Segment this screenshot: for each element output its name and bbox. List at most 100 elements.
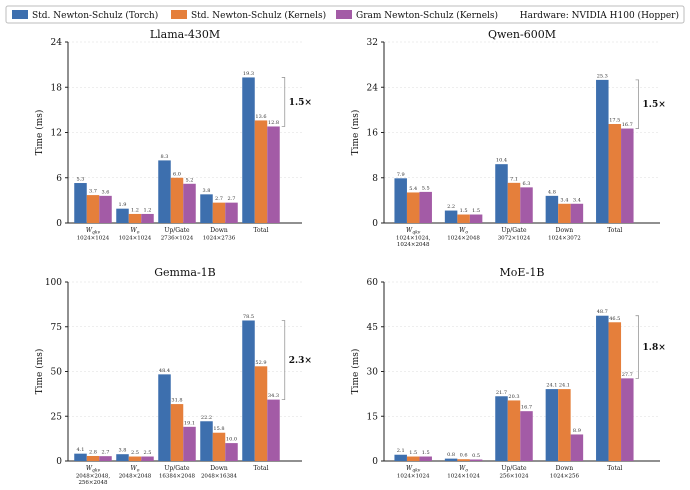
- x-category-label: Total: [607, 227, 622, 234]
- legend-label-gram-kernels: Gram Newton-Schulz (Kernels): [356, 10, 498, 21]
- x-category-label: Total: [253, 465, 268, 472]
- bar-total-series-1: [254, 366, 268, 461]
- y-tick-label: 75: [51, 323, 63, 333]
- bar-value-label: 5.3: [77, 177, 85, 183]
- bar-value-label: 13.6: [255, 114, 266, 120]
- x-category-size: 1024×2048: [397, 242, 430, 248]
- bar-value-label: 1.5: [409, 450, 417, 456]
- bar-down-series-0: [545, 389, 559, 461]
- speedup-bracket: [281, 77, 286, 127]
- bar-total-series-1: [254, 120, 268, 223]
- y-tick-label: 45: [367, 323, 379, 333]
- bar-total-series-2: [621, 128, 634, 223]
- x-category-size: 2048×2048: [119, 474, 152, 480]
- legend-swatch-gram-kernels: [336, 10, 352, 19]
- bar-up-gate-series-0: [158, 160, 171, 223]
- x-category-size: 1024×2736: [203, 236, 236, 242]
- x-category-label: Down: [210, 465, 228, 472]
- bar-value-label: 21.7: [496, 390, 507, 396]
- y-tick-label: 50: [51, 368, 63, 378]
- bar-total-series-0: [242, 77, 255, 223]
- bar-value-label: 6.3: [523, 181, 531, 187]
- bar-w-o-series-0: [116, 454, 129, 461]
- bar-value-label: 1.5: [422, 450, 430, 456]
- bar-value-label: 4.1: [77, 447, 85, 453]
- bar-w-qkv-series-2: [99, 456, 112, 461]
- bar-w-o-series-2: [469, 214, 483, 223]
- bar-value-label: 34.3: [268, 393, 279, 399]
- charts-area: Llama-430M 0 6 12 18 24 Time (ms) 5.3 3.7 3.6 Wqkv…: [34, 28, 666, 486]
- bar-down-series-0: [200, 194, 213, 223]
- x-category-label: Wo: [459, 465, 468, 474]
- bar-value-label: 0.5: [472, 453, 480, 459]
- bar-value-label: 48.4: [159, 368, 170, 374]
- x-category-size: 1024×1024: [447, 474, 480, 480]
- bar-w-qkv-series-1: [406, 192, 420, 223]
- bar-down-series-0: [545, 195, 559, 223]
- x-category-label: Wo: [131, 227, 140, 236]
- y-tick-label: 8: [372, 174, 378, 184]
- bar-value-label: 52.9: [255, 360, 266, 366]
- bar-value-label: 5.5: [422, 185, 430, 191]
- bar-value-label: 5.2: [186, 177, 194, 183]
- legend-label-torch: Std. Newton-Schulz (Torch): [32, 10, 158, 21]
- x-category-size: 2736×1024: [161, 236, 194, 242]
- speedup-bracket: [281, 320, 286, 401]
- x-category-label: Total: [253, 227, 268, 234]
- bar-value-label: 10.0: [226, 437, 237, 443]
- y-tick-label: 24: [367, 83, 379, 93]
- bar-total-series-2: [267, 126, 280, 223]
- y-tick-label: 24: [51, 38, 63, 48]
- chart-title: Qwen-600M: [488, 28, 556, 41]
- bar-total-series-0: [596, 315, 609, 461]
- x-category-size: 1024×3072: [548, 236, 581, 242]
- legend-swatch-torch: [12, 10, 28, 19]
- x-category-size: 2048×2048,: [76, 474, 111, 480]
- x-category-label: Up/Gate: [164, 227, 190, 234]
- bar-value-label: 3.8: [203, 188, 211, 194]
- bar-value-label: 10.4: [496, 158, 507, 164]
- bar-w-o-series-0: [116, 208, 129, 223]
- bar-w-o-series-1: [128, 213, 142, 223]
- bar-value-label: 0.8: [447, 452, 455, 458]
- bar-up-gate-series-1: [507, 182, 521, 223]
- bar-up-gate-series-2: [183, 183, 196, 223]
- bar-value-label: 2.1: [397, 448, 405, 454]
- chart-title: Gemma-1B: [154, 266, 216, 279]
- bar-value-label: 12.8: [268, 120, 279, 126]
- bar-total-series-1: [608, 322, 622, 461]
- x-category-label: Wqkv: [406, 465, 421, 474]
- x-category-label: Up/Gate: [164, 465, 190, 472]
- bar-w-qkv-series-0: [74, 453, 87, 461]
- legend: Std. Newton-Schulz (Torch) Std. Newton-S…: [5, 5, 685, 24]
- bar-total-series-0: [242, 320, 255, 461]
- bar-down-series-1: [558, 389, 571, 461]
- y-tick-label: 0: [56, 219, 62, 229]
- bar-value-label: 20.3: [508, 394, 519, 400]
- y-tick-label: 12: [51, 129, 62, 139]
- y-tick-label: 15: [367, 412, 379, 422]
- x-category-label: Total: [607, 465, 622, 472]
- bar-value-label: 3.7: [89, 189, 97, 195]
- bar-value-label: 19.3: [243, 71, 254, 77]
- x-category-size: 256×1024: [499, 474, 529, 480]
- bar-value-label: 7.1: [510, 176, 518, 182]
- bar-value-label: 2.5: [131, 450, 139, 456]
- bar-value-label: 16.7: [521, 405, 532, 411]
- bar-up-gate-series-2: [520, 187, 533, 223]
- x-category-label: Wo: [459, 227, 468, 236]
- x-category-size: 2048×16384: [201, 474, 238, 480]
- bar-w-qkv-series-0: [394, 178, 407, 223]
- bar-value-label: 8.3: [161, 154, 169, 160]
- chart-panel-0: Llama-430M 0 6 12 18 24 Time (ms) 5.3 3.7 3.6 Wqkv…: [34, 28, 312, 242]
- legend-swatch-std-kernels: [171, 10, 187, 19]
- bar-value-label: 1.5: [472, 208, 480, 214]
- x-category-size: 16384×2048: [159, 474, 196, 480]
- bar-total-series-0: [596, 79, 609, 223]
- bar-value-label: 48.7: [597, 309, 608, 315]
- bar-value-label: 2.7: [102, 450, 110, 456]
- bar-w-o-series-0: [444, 210, 458, 223]
- y-axis-label: Time (ms): [34, 110, 45, 156]
- bar-w-o-series-1: [457, 459, 470, 461]
